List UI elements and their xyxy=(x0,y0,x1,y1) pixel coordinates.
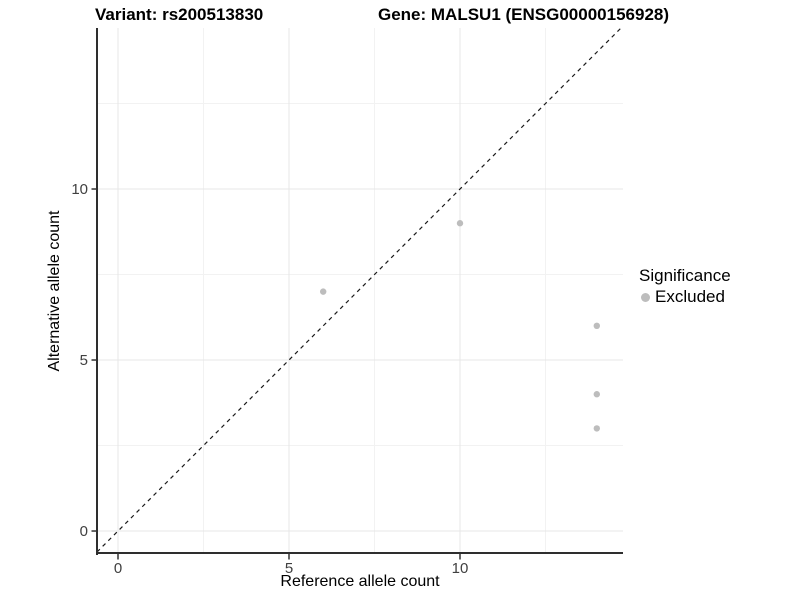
legend-item-excluded: Excluded xyxy=(641,287,731,307)
data-point xyxy=(593,322,601,330)
x-tick-label: 10 xyxy=(452,560,469,577)
variant-title: Variant: rs200513830 xyxy=(95,5,264,24)
gene-title: Gene: MALSU1 (ENSG00000156928) xyxy=(378,5,670,24)
x-tick-label: 5 xyxy=(285,560,293,577)
x-tick-label: 0 xyxy=(114,560,122,577)
data-point xyxy=(593,425,601,432)
x-axis-title: Reference allele count xyxy=(280,573,440,590)
identity-line xyxy=(96,27,622,553)
legend-title: Significance xyxy=(639,266,731,285)
data-point xyxy=(320,288,327,295)
legend-marker-excluded-icon xyxy=(641,292,650,302)
legend-item-label: Excluded xyxy=(655,287,725,306)
y-tick-label: 10 xyxy=(71,181,88,198)
y-tick-label: 5 xyxy=(80,352,88,369)
y-tick-label: 0 xyxy=(80,523,88,540)
legend: Significance Excluded xyxy=(639,266,731,307)
y-axis-title: Alternative allele count xyxy=(46,210,63,372)
data-point xyxy=(593,391,601,398)
data-point xyxy=(456,220,464,227)
